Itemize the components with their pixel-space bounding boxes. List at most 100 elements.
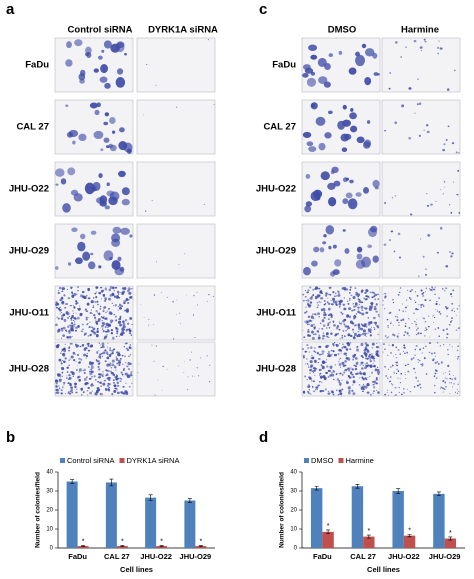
y-tick-label: 40 (46, 470, 53, 476)
colony (329, 293, 332, 296)
colony (109, 370, 113, 373)
colony (345, 177, 349, 181)
colony (309, 376, 311, 378)
colony (128, 346, 131, 348)
colony (384, 202, 387, 205)
colony (75, 293, 78, 295)
colony (403, 346, 405, 348)
colony (60, 367, 63, 369)
colony (345, 357, 349, 360)
colony (96, 386, 100, 390)
colony (398, 333, 400, 335)
colony (101, 49, 105, 53)
colony (375, 350, 379, 354)
colony (395, 372, 398, 375)
colony (63, 294, 66, 296)
colony (388, 312, 391, 315)
colony (353, 364, 356, 367)
colony (431, 315, 433, 317)
colony (114, 304, 117, 307)
bar (184, 500, 196, 548)
colony (75, 301, 78, 303)
colony (369, 360, 372, 363)
colony (86, 376, 88, 379)
colony (318, 334, 321, 337)
colony (398, 291, 401, 294)
colony (408, 327, 411, 329)
colony (308, 366, 310, 368)
colony (355, 259, 366, 269)
colony (341, 388, 344, 391)
colony (75, 312, 77, 314)
colony (351, 309, 354, 312)
colony (393, 371, 395, 373)
colony (398, 256, 402, 259)
colony (375, 310, 378, 313)
colony (69, 358, 71, 360)
colony (80, 358, 83, 361)
colony (317, 312, 321, 316)
colony (323, 300, 326, 302)
colony (445, 308, 448, 310)
colony (100, 286, 103, 289)
colony (60, 327, 63, 330)
colony (357, 325, 361, 328)
x-tick-label: JHU-O29 (180, 552, 212, 561)
colony (61, 375, 63, 377)
colony (451, 295, 453, 298)
colony (343, 319, 346, 321)
colony (375, 345, 380, 349)
colony (101, 324, 104, 328)
colony (455, 151, 458, 154)
colony (349, 179, 354, 184)
error-bar (120, 545, 125, 547)
colony (312, 372, 315, 374)
colony (371, 380, 375, 383)
colony (415, 376, 417, 378)
colony (420, 387, 422, 389)
colony (304, 67, 314, 74)
colony (348, 389, 351, 392)
colony (418, 275, 420, 277)
colony (399, 378, 401, 380)
colony (77, 241, 86, 252)
colony (57, 291, 61, 295)
colony (363, 297, 365, 299)
colony (328, 326, 331, 329)
colony (97, 365, 100, 369)
colony (401, 393, 403, 396)
row-label: JHU-O11 (256, 308, 296, 319)
colony (78, 133, 87, 142)
colony (108, 308, 110, 310)
colony (78, 368, 82, 372)
colony (439, 304, 441, 306)
colony (71, 335, 74, 337)
colony (361, 309, 364, 311)
colony (429, 336, 431, 338)
colony (111, 319, 114, 322)
colony (356, 136, 365, 144)
colony (414, 112, 416, 114)
colony (90, 383, 93, 387)
colony (60, 352, 62, 354)
colony (327, 390, 330, 393)
colony (395, 353, 397, 356)
colony (84, 182, 95, 195)
row-label: CAL 27 (263, 122, 296, 133)
colony (374, 366, 376, 368)
colony (338, 359, 340, 361)
colony (319, 390, 323, 393)
colony (370, 326, 372, 328)
colony (85, 318, 88, 321)
bar (195, 546, 207, 548)
colony (114, 286, 118, 289)
colony (66, 316, 70, 320)
colony (361, 43, 367, 49)
colony (106, 356, 110, 360)
colony (70, 326, 73, 330)
colony (357, 293, 361, 297)
colony (93, 375, 96, 378)
colony (451, 319, 453, 322)
colony (347, 333, 351, 337)
colony (137, 372, 139, 374)
